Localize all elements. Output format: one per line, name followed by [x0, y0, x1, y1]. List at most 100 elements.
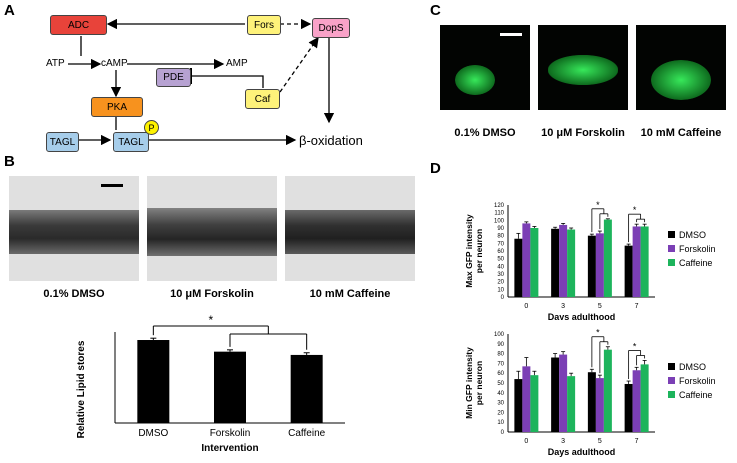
amp-label: AMP [226, 58, 248, 69]
tagl-box-1: TAGL [46, 132, 79, 152]
y-axis-label: Max GFP intensity [464, 214, 474, 288]
gfp-image-caffeine [636, 25, 726, 110]
y-tick-label: 20 [497, 280, 504, 286]
y-tick-label: 100 [494, 218, 505, 224]
y-axis-label-line2: per neuron [474, 361, 484, 405]
y-tick-label: 20 [497, 410, 504, 416]
beta-oxidation-label: β-oxidation [299, 133, 363, 148]
lipid-chart: DMSO Forskolin Caffeine * Intervention Relati… [76, 313, 345, 454]
y-axis-label: Min GFP intensity [464, 347, 474, 419]
bar [559, 354, 568, 432]
y-tick-label: 0 [501, 295, 505, 301]
caf-box: Caf [245, 89, 280, 109]
y-tick-label: 90 [497, 226, 504, 232]
gfp-caption-forskolin: 10 μM Forskolin [541, 127, 625, 139]
significance-star: * [633, 205, 637, 215]
x-tick-label: 0 [524, 303, 528, 310]
bar [522, 223, 531, 297]
x-tick-label: 7 [635, 438, 639, 445]
legend-label: Caffeine [679, 390, 712, 400]
tagl-label-2: TAGL [118, 136, 144, 148]
y-tick-label: 60 [497, 249, 504, 255]
bar [587, 372, 596, 432]
caf-inhibits-pde-line [192, 75, 264, 88]
y-tick-label: 10 [497, 420, 504, 426]
significance-star: * [633, 341, 637, 351]
camp-label: cAMP [101, 58, 128, 69]
significance-star: * [596, 328, 600, 338]
significance-star: * [596, 200, 600, 210]
scale-bar [101, 184, 123, 187]
bar [530, 228, 539, 297]
micro-caption-caffeine: 10 mM Caffeine [309, 288, 391, 300]
y-tick-label: 80 [497, 352, 504, 358]
bar [514, 379, 523, 432]
y-tick-label: 10 [497, 287, 504, 293]
legend-label: DMSO [679, 230, 706, 240]
x-tick-label: DMSO [138, 428, 168, 439]
panel-label-a: A [4, 2, 15, 19]
pde-box: PDE [156, 68, 191, 87]
caf-label: Caf [254, 93, 271, 105]
y-tick-label: 70 [497, 361, 504, 367]
bar [551, 228, 560, 297]
min-gfp-chart: 0 10 20 30 40 50 60 70 80 90 100 0 3 5 7 * * Days adultho… [464, 328, 716, 457]
gfp-image-forskolin [538, 25, 628, 110]
bar [595, 233, 604, 297]
bar [640, 226, 649, 297]
y-tick-label: 0 [501, 430, 505, 436]
gfp-scale-bar [500, 33, 522, 36]
micro-image-dmso [9, 176, 139, 281]
micro-caption-dmso: 0.1% DMSO [43, 288, 105, 300]
bar [559, 224, 568, 297]
bar [567, 376, 576, 432]
micro-image-forskolin [147, 176, 277, 281]
panel-label-d: D [430, 160, 441, 177]
x-tick-label: Caffeine [288, 428, 326, 439]
pka-box: PKA [91, 97, 143, 117]
y-tick-label: 70 [497, 241, 504, 247]
bar [290, 354, 323, 423]
pde-label: PDE [163, 72, 184, 83]
tagl-box-2: TAGL [113, 132, 149, 152]
bar [603, 219, 612, 297]
bar [640, 364, 649, 432]
legend-swatch [668, 231, 675, 238]
x-axis-label: Intervention [201, 443, 258, 454]
x-tick-label: 5 [598, 438, 602, 445]
y-tick-label: 50 [497, 381, 504, 387]
pathway-arrows [68, 18, 335, 146]
y-tick-label: 40 [497, 391, 504, 397]
y-axis-label-line2: per neuron [474, 229, 484, 273]
y-axis-label: Relative Lipid stores [76, 340, 87, 438]
y-tick-label: 80 [497, 234, 504, 240]
bar [624, 245, 633, 297]
legend-swatch [668, 259, 675, 266]
bar [632, 370, 641, 432]
legend-swatch [668, 391, 675, 398]
significance-star: * [208, 313, 213, 327]
legend-swatch [668, 245, 675, 252]
adc-box: ADC [50, 15, 107, 35]
y-tick-label: 30 [497, 401, 504, 407]
bar [551, 357, 560, 432]
dops-box: DopS [312, 18, 350, 38]
x-tick-label: 3 [561, 303, 565, 310]
legend-label: Forskolin [679, 244, 716, 254]
pka-label: PKA [106, 101, 127, 113]
bar [603, 349, 612, 432]
adc-label: ADC [67, 19, 90, 31]
bar [214, 351, 246, 423]
panel-label-c: C [430, 2, 441, 19]
bar [530, 375, 539, 432]
x-tick-label: 0 [524, 438, 528, 445]
caf-to-dops-arrow [279, 36, 319, 93]
micro-image-caffeine [285, 176, 415, 281]
y-tick-label: 100 [494, 332, 505, 338]
tagl-label-1: TAGL [49, 136, 76, 148]
gfp-caption-caffeine: 10 mM Caffeine [640, 127, 722, 139]
y-tick-label: 110 [494, 211, 504, 217]
panel-label-b: B [4, 153, 15, 170]
bar [522, 366, 531, 432]
